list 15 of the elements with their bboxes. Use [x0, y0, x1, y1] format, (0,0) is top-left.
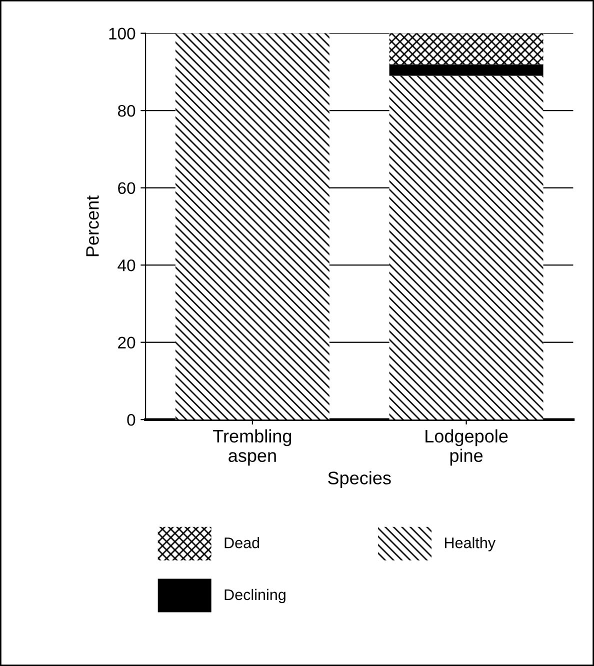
y-axis-title: Percent [86, 195, 99, 256]
bar [389, 64, 544, 76]
x-tick-label: Lodgepole pine [426, 429, 508, 466]
y-tick-label: 80 [118, 104, 136, 117]
bar [389, 33, 544, 64]
y-tick-label: 100 [109, 28, 136, 40]
x-tick-label: Trembling aspen [213, 429, 292, 466]
y-tick-label: 20 [118, 336, 136, 349]
x-axis-title: Species [328, 471, 391, 488]
y-tick-label: 0 [127, 414, 136, 426]
y-tick-label: 60 [118, 182, 136, 194]
y-tick-label: 40 [118, 259, 136, 272]
legend-label: Healthy [445, 537, 496, 552]
legend-label: Declining [224, 588, 286, 604]
legend-label: Dead [224, 537, 260, 548]
